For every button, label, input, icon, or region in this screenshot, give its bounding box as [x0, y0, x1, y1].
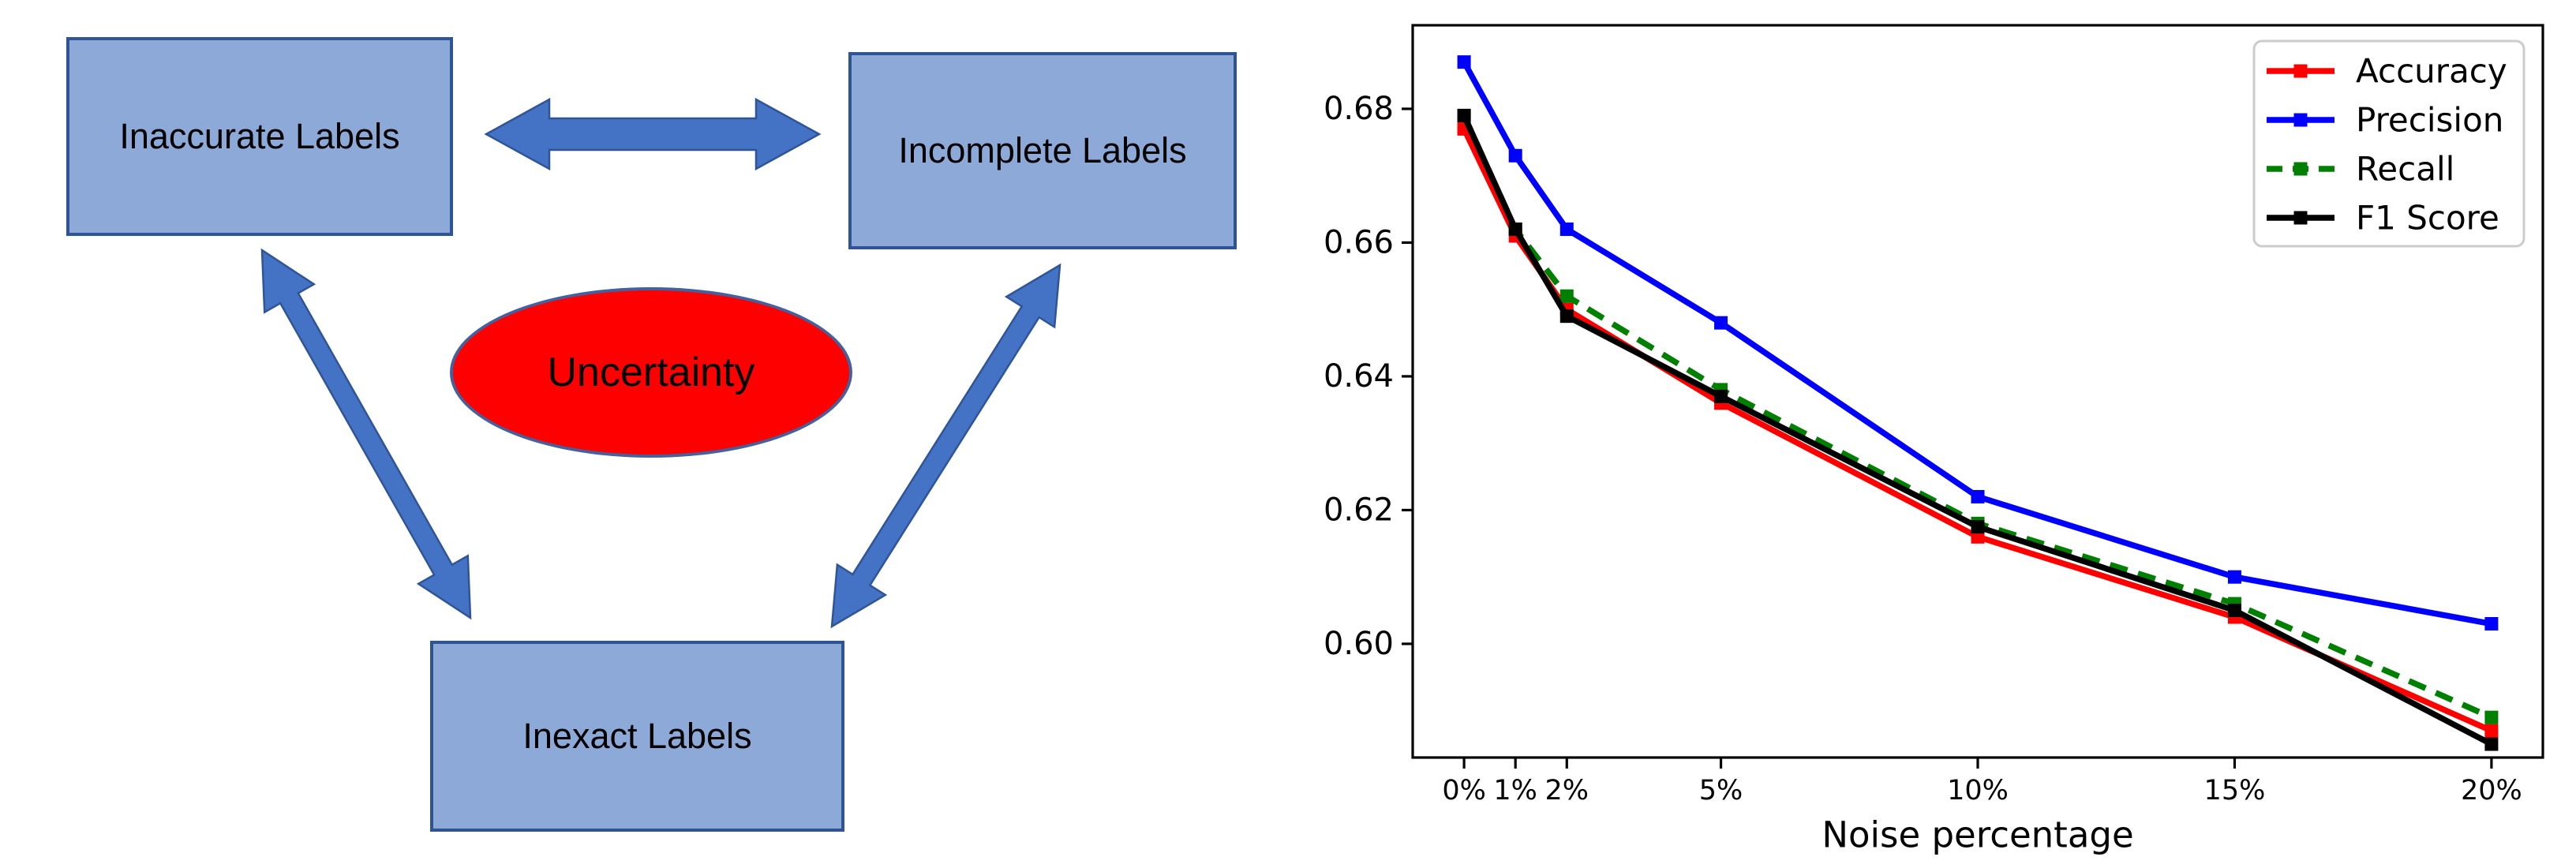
series-marker-f1-score	[2484, 737, 2499, 751]
inaccurate-labels-text: Inaccurate Labels	[119, 116, 400, 156]
x-axis-label: Noise percentage	[1822, 814, 2133, 856]
series-marker-precision	[1508, 148, 1522, 163]
x-tick-label: 1%	[1493, 775, 1537, 806]
arrow-inaccurate-incomplete	[484, 97, 822, 171]
series-marker-f1-score	[2227, 604, 2241, 618]
series-marker-accuracy	[2484, 724, 2499, 738]
legend-label-recall: Recall	[2356, 150, 2454, 189]
arrow-incomplete-inexact	[830, 263, 1061, 629]
series-marker-recall	[2484, 710, 2499, 724]
x-tick-label: 15%	[2204, 775, 2266, 806]
arrow-inaccurate-inexact	[260, 248, 472, 620]
x-tick-label: 2%	[1545, 775, 1589, 806]
diagram-node-inexact-labels: Inexact Labels	[430, 641, 844, 832]
legend-sample-marker-precision	[2293, 113, 2308, 127]
legend-label-accuracy: Accuracy	[2356, 52, 2507, 91]
x-tick-label: 10%	[1947, 775, 2009, 806]
inexact-labels-text: Inexact Labels	[522, 716, 752, 756]
series-marker-f1-score	[1559, 309, 1574, 324]
legend-sample-marker-f1-score	[2293, 211, 2308, 225]
diagram-node-inaccurate-labels: Inaccurate Labels	[66, 37, 453, 236]
legend-label-f1-score: F1 Score	[2356, 199, 2499, 238]
uncertainty-text: Uncertainty	[547, 350, 755, 395]
incomplete-labels-text: Incomplete Labels	[898, 130, 1187, 170]
y-tick-label: 0.66	[1324, 224, 1394, 260]
legend-label-precision: Precision	[2356, 101, 2503, 140]
series-marker-precision	[1714, 316, 1728, 330]
legend-sample-marker-recall	[2293, 162, 2308, 176]
series-marker-precision	[2484, 617, 2499, 631]
y-tick-label: 0.68	[1324, 91, 1394, 127]
x-tick-label: 0%	[1442, 775, 1486, 806]
series-marker-precision	[1559, 222, 1574, 236]
plot-box	[1411, 24, 2544, 759]
y-tick-label: 0.62	[1324, 492, 1394, 528]
y-tick-label: 0.60	[1324, 626, 1394, 662]
series-marker-recall	[1559, 289, 1574, 303]
series-marker-f1-score	[1714, 389, 1728, 403]
diagram-node-incomplete-labels: Incomplete Labels	[848, 52, 1237, 249]
x-tick-label: 5%	[1699, 775, 1743, 806]
legend-sample-marker-accuracy	[2293, 64, 2308, 78]
series-marker-precision	[1971, 489, 1985, 503]
series-marker-f1-score	[1971, 520, 1985, 534]
series-marker-f1-score	[1508, 222, 1522, 236]
diagram-node-uncertainty: Uncertainty	[450, 287, 852, 458]
series-marker-precision	[2227, 570, 2241, 584]
legend-box	[2252, 39, 2525, 248]
series-marker-f1-score	[1457, 108, 1471, 122]
y-tick-label: 0.64	[1324, 358, 1394, 395]
series-marker-precision	[1457, 55, 1471, 69]
x-tick-label: 20%	[2461, 775, 2522, 806]
